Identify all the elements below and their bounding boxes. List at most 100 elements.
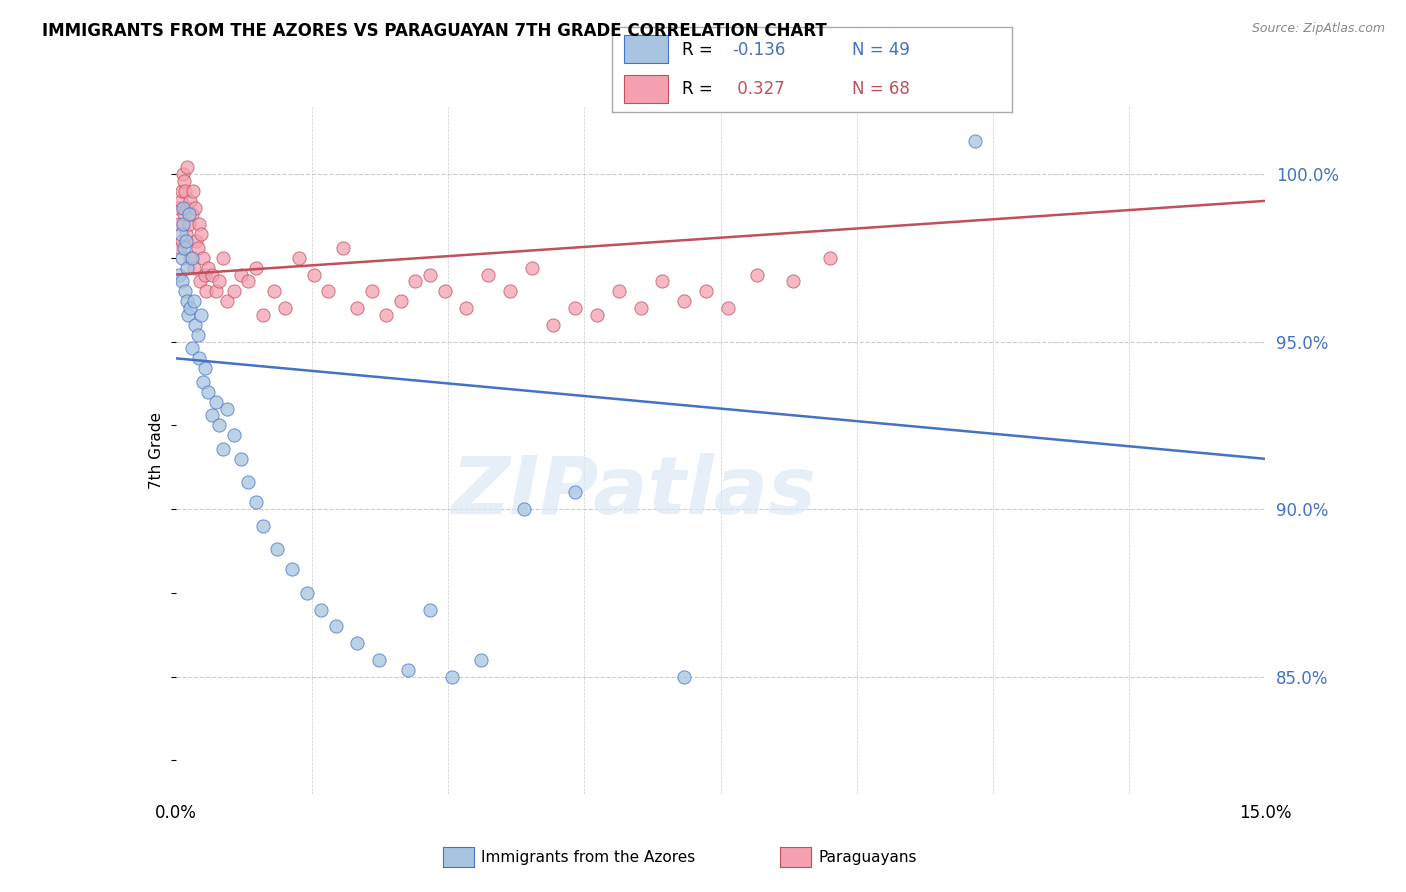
Point <box>607 285 630 299</box>
Point <box>263 285 285 299</box>
Point <box>183 294 205 309</box>
Point <box>346 301 368 315</box>
Point <box>180 251 202 265</box>
Point <box>176 294 198 309</box>
Point <box>173 207 195 221</box>
Point <box>499 285 522 299</box>
FancyBboxPatch shape <box>624 36 668 63</box>
Point <box>176 260 198 275</box>
Point <box>181 184 204 198</box>
Point <box>695 285 717 299</box>
Point <box>173 174 195 188</box>
Point <box>673 670 696 684</box>
Point <box>193 375 215 389</box>
Point <box>419 268 441 282</box>
Point <box>375 308 398 322</box>
Point <box>405 274 427 288</box>
Text: R =: R = <box>682 41 717 59</box>
Point <box>176 161 198 175</box>
Text: 0.327: 0.327 <box>731 80 785 98</box>
Point <box>170 274 193 288</box>
Point <box>184 201 207 215</box>
Point <box>477 268 499 282</box>
Point <box>167 201 190 215</box>
Point <box>197 260 219 275</box>
Point <box>238 475 260 490</box>
Point <box>215 294 238 309</box>
Point <box>238 274 260 288</box>
Text: -0.136: -0.136 <box>731 41 785 59</box>
Point <box>266 542 288 557</box>
Point <box>190 308 212 322</box>
Point <box>204 395 226 409</box>
Point <box>389 294 412 309</box>
Point <box>318 285 340 299</box>
Point <box>170 234 193 248</box>
Point <box>586 308 609 322</box>
Point <box>172 201 194 215</box>
Point <box>281 562 304 576</box>
Point <box>963 134 986 148</box>
Point <box>630 301 652 315</box>
Point <box>188 217 211 231</box>
Point <box>172 217 194 231</box>
Point <box>177 207 200 221</box>
Text: N = 68: N = 68 <box>852 80 910 98</box>
Point <box>433 285 456 299</box>
Point <box>818 251 841 265</box>
Point <box>346 636 368 650</box>
Point <box>564 485 586 500</box>
Point <box>197 384 219 399</box>
Point <box>180 207 202 221</box>
Point <box>212 442 235 456</box>
Point <box>188 351 211 366</box>
Point <box>368 653 391 667</box>
Text: Source: ZipAtlas.com: Source: ZipAtlas.com <box>1251 22 1385 36</box>
Point <box>170 227 193 242</box>
Point <box>183 260 205 275</box>
Point <box>181 341 204 355</box>
Point <box>194 268 217 282</box>
Point <box>245 260 267 275</box>
Point <box>782 274 804 288</box>
Point <box>440 670 463 684</box>
Point <box>174 234 197 248</box>
Point <box>325 619 347 633</box>
Point <box>177 217 200 231</box>
Point <box>302 268 325 282</box>
Point <box>252 308 274 322</box>
Point <box>513 502 536 516</box>
Point <box>169 217 191 231</box>
Text: Immigrants from the Azores: Immigrants from the Azores <box>481 850 695 864</box>
Point <box>179 194 201 208</box>
Point <box>288 251 311 265</box>
Point <box>170 194 193 208</box>
Point <box>651 274 673 288</box>
Point <box>173 241 195 255</box>
Point <box>208 274 231 288</box>
Point <box>186 327 209 342</box>
Point <box>212 251 235 265</box>
Point <box>332 241 354 255</box>
Text: ZIPatlas: ZIPatlas <box>451 452 815 531</box>
Point <box>520 260 543 275</box>
Point <box>179 301 201 315</box>
Point <box>295 586 318 600</box>
Point <box>231 268 253 282</box>
Point <box>222 428 245 442</box>
FancyBboxPatch shape <box>624 75 668 103</box>
Point <box>717 301 740 315</box>
Point <box>215 401 238 416</box>
Point <box>177 308 200 322</box>
Point <box>186 241 209 255</box>
Point <box>176 201 198 215</box>
Point <box>419 602 441 616</box>
Point <box>456 301 478 315</box>
Point <box>204 285 226 299</box>
Point <box>172 184 194 198</box>
Point <box>396 663 419 677</box>
Point <box>201 409 224 423</box>
Point <box>208 418 231 433</box>
Point <box>174 184 197 198</box>
Text: N = 49: N = 49 <box>852 41 910 59</box>
